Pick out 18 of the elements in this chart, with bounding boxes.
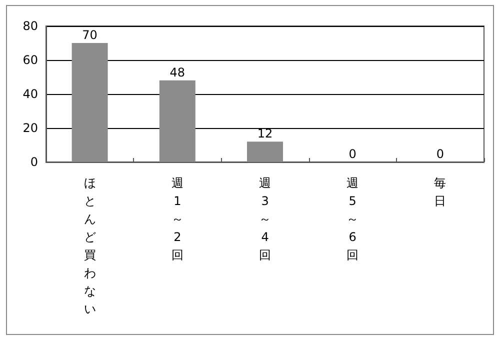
x-tick-label: 週1～2回 [171,176,184,262]
data-label: 48 [170,65,186,80]
x-tick-label: 週5～6回 [346,176,359,262]
x-tick-label: 週3～4回 [259,176,271,262]
y-tick-label: 20 [22,121,38,135]
y-tick-label: 40 [22,87,38,101]
x-tick-label: ほとんど買わない [84,176,96,316]
data-label: 0 [348,147,356,161]
bar [72,43,108,162]
x-tick-label: 毎日 [434,176,446,208]
y-tick-label: 0 [30,155,38,169]
y-tick-label: 60 [22,53,38,67]
y-tick-label: 80 [22,19,38,33]
data-label: 12 [257,126,273,141]
bar [247,142,283,162]
bar [159,80,196,162]
data-label: 0 [436,147,444,161]
data-label: 70 [82,28,98,42]
